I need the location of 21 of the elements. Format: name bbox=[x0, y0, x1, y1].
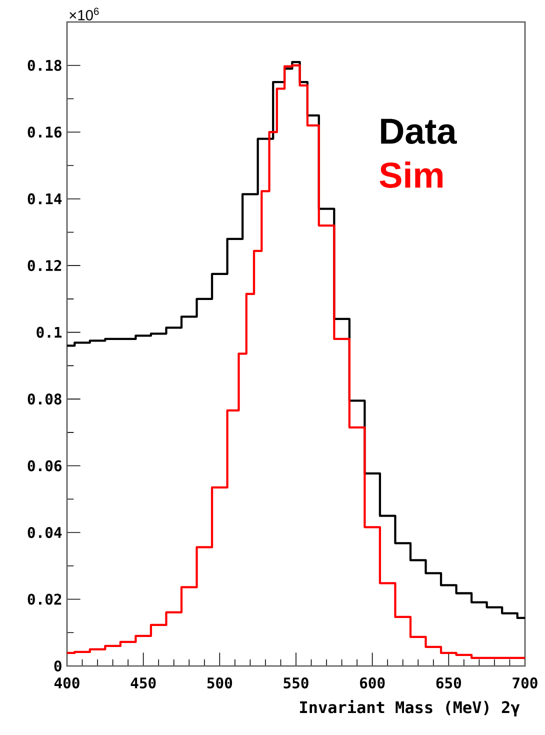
y-tick-label: 0 bbox=[54, 660, 62, 672]
x-axis-title: Invariant Mass (MeV) 2γ bbox=[300, 700, 520, 716]
x-tick-label: 450 bbox=[130, 677, 156, 688]
y-tick-label: 0.08 bbox=[28, 394, 62, 405]
y-tick-label: 0.16 bbox=[28, 126, 62, 138]
y-tick-label: 0.18 bbox=[28, 60, 62, 71]
y-tick-label: 0.1 bbox=[36, 326, 62, 338]
y-tick-label: 0.12 bbox=[28, 260, 62, 272]
y-tick-label: 0.14 bbox=[28, 193, 62, 204]
x-tick-label: 700 bbox=[512, 677, 538, 688]
x-tick-label: 600 bbox=[360, 677, 385, 688]
x-tick-label: 550 bbox=[284, 677, 308, 688]
x-tick-label: 400 bbox=[54, 677, 80, 688]
x-tick-label: 500 bbox=[207, 677, 232, 688]
y-tick-label: 0.02 bbox=[28, 594, 62, 605]
text: ×10$^{6}$ bbox=[70, 8, 99, 20]
series-label: Data bbox=[381, 118, 457, 144]
x-tick-label: 650 bbox=[436, 677, 462, 688]
y-tick-label: 0.06 bbox=[28, 460, 62, 472]
series-label: Sim bbox=[380, 162, 442, 188]
y-tick-label: 0.04 bbox=[28, 526, 62, 538]
